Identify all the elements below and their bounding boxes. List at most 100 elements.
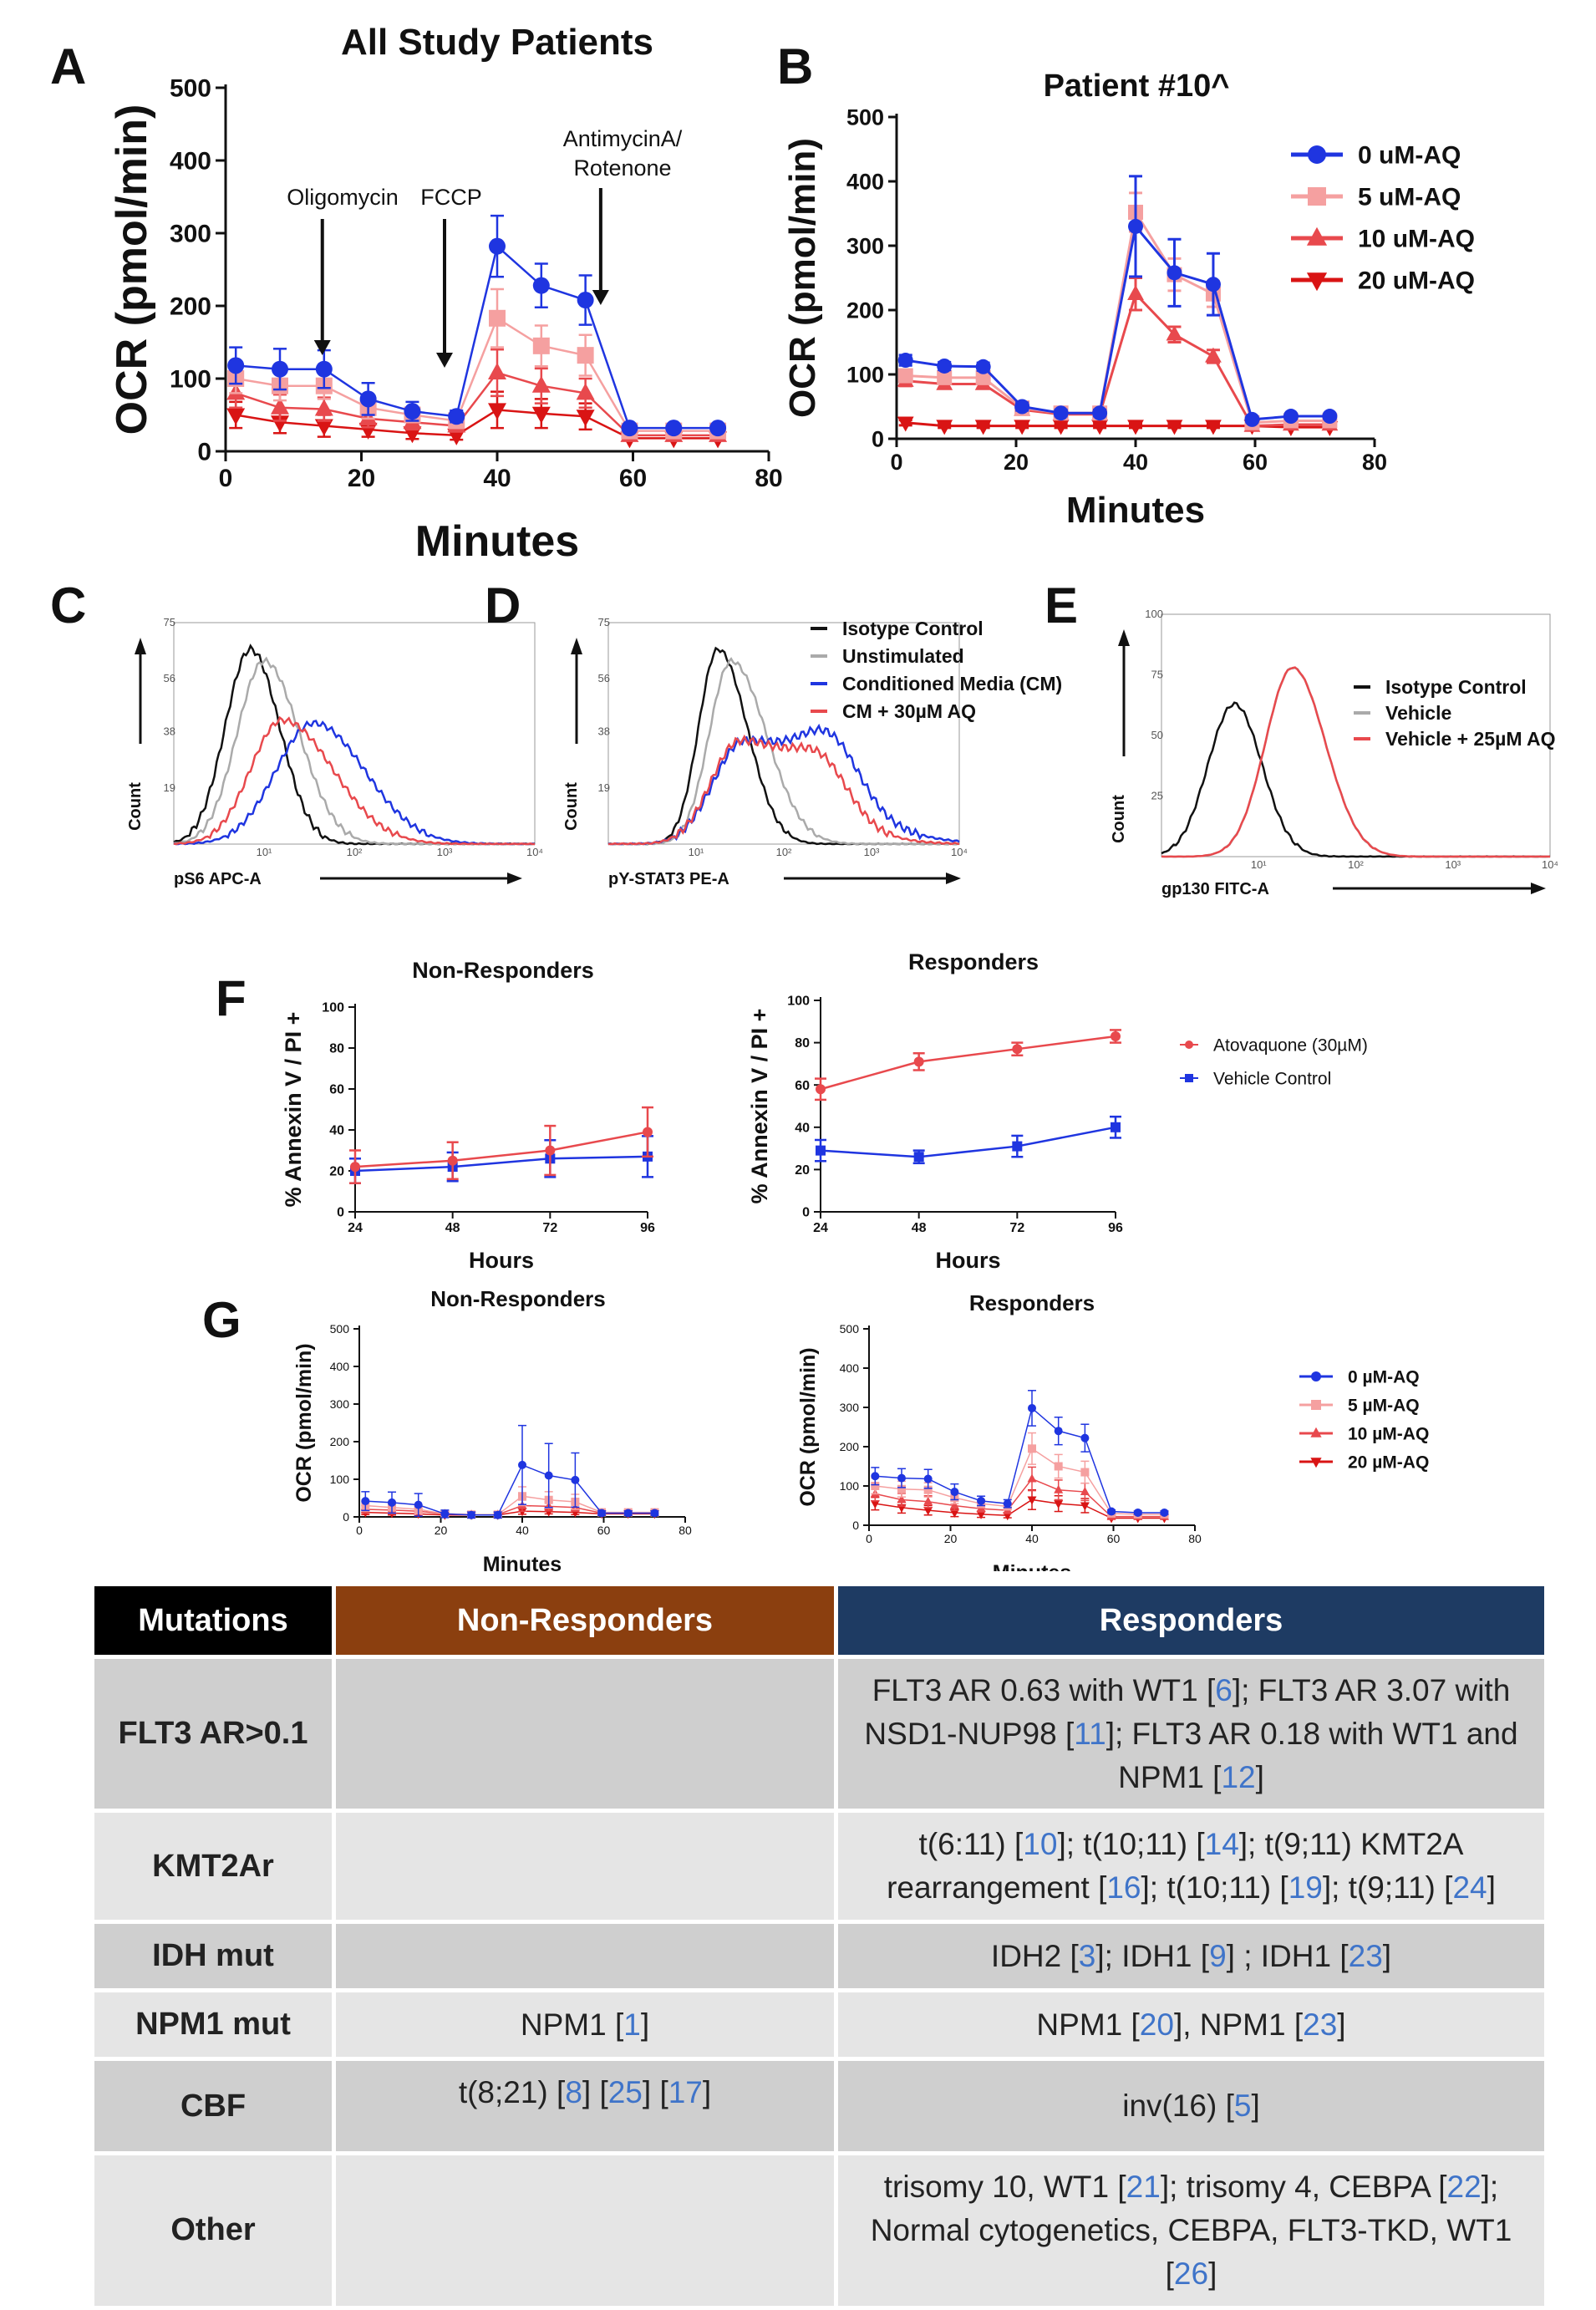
table-body: FLT3 AR>0.1 FLT3 AR 0.63 with WT1 [6]; FL…	[94, 1659, 1544, 2306]
y-tick-label: 200	[846, 298, 884, 323]
legend-marker	[1310, 1458, 1322, 1468]
annotation-label: FCCP	[420, 185, 482, 210]
histogram-vehicleaq	[1161, 666, 1551, 858]
data-point	[414, 1500, 423, 1509]
data-point	[897, 353, 913, 369]
table-header-row: Mutations Non-Responders Responders	[94, 1586, 1544, 1655]
data-point	[1054, 1500, 1064, 1509]
data-point	[1054, 1462, 1063, 1471]
non-responders-cell: NPM1 [1]	[336, 1992, 834, 2058]
y-tick-label: 0	[197, 439, 211, 466]
panel-letter-b: B	[777, 38, 813, 94]
row-label: IDH mut	[94, 1923, 332, 1989]
legend-label: Isotype Control	[1385, 676, 1527, 698]
data-point	[870, 1500, 880, 1509]
x-axis-label: Minutes	[483, 1553, 562, 1571]
data-point	[576, 410, 595, 427]
x-tick-label: 20	[435, 1524, 448, 1537]
y-tick-label: 38	[164, 725, 175, 738]
data-point	[314, 399, 333, 416]
legend-label: 0 uM-AQ	[1358, 142, 1461, 170]
reference-link[interactable]: 11	[1074, 1716, 1106, 1751]
responders-cell: NPM1 [20], NPM1 [23]	[838, 1992, 1544, 2058]
non-responders-cell	[336, 2155, 834, 2306]
data-point	[1080, 1487, 1090, 1496]
data-point	[545, 1145, 556, 1156]
reference-link[interactable]: 12	[1221, 1759, 1256, 1794]
x-tick-label: 0	[219, 465, 233, 492]
x-tick-label: 48	[445, 1221, 460, 1235]
x-tick-label: 0	[356, 1524, 363, 1537]
reference-link[interactable]: 20	[1139, 2007, 1174, 2042]
data-point	[488, 363, 506, 380]
series-line	[354, 1155, 648, 1173]
reference-link[interactable]: 6	[1215, 1673, 1233, 1707]
x-tick-label: 10³	[1445, 858, 1461, 871]
reference-link[interactable]: 17	[668, 2075, 703, 2110]
data-point	[923, 1485, 933, 1494]
y-tick-label: 500	[840, 1322, 860, 1336]
chart-f1: 0 20 40 60 80 100 24 48 72 96 Non-Responders Hours%…	[281, 958, 655, 1273]
chart-title: All Study Patients	[341, 22, 653, 63]
x-tick-label: 96	[640, 1221, 655, 1235]
y-tick-label: 400	[170, 148, 211, 176]
legend-label: 0 µM-AQ	[1348, 1367, 1420, 1387]
data-point	[517, 1508, 527, 1517]
data-point	[359, 390, 377, 408]
y-tick-label: 56	[164, 672, 175, 684]
data-point	[913, 1056, 924, 1067]
reference-link[interactable]: 9	[1209, 1938, 1227, 1973]
x-tick-label: 10²	[776, 846, 792, 858]
reference-link[interactable]: 5	[1233, 2089, 1252, 2124]
data-point	[1166, 420, 1183, 435]
y-tick-label: 20	[795, 1163, 810, 1178]
reference-link[interactable]: 16	[1106, 1870, 1141, 1905]
reference-link[interactable]: 21	[1126, 2170, 1161, 2205]
data-point	[518, 1460, 526, 1469]
y-tick-label: 200	[840, 1440, 860, 1453]
legend-label: 5 µM-AQ	[1348, 1396, 1420, 1415]
reference-link[interactable]: 3	[1078, 1938, 1096, 1973]
reference-link[interactable]: 24	[1452, 1870, 1487, 1905]
reference-link[interactable]: 22	[1446, 2170, 1482, 2205]
series-line	[875, 1448, 1165, 1515]
reference-link[interactable]: 14	[1204, 1827, 1239, 1862]
reference-link[interactable]: 25	[607, 2075, 643, 2110]
oligomycin-arrow-head	[313, 340, 331, 355]
mutations-table: Mutations Non-Responders Responders FLT3…	[90, 1582, 1548, 2310]
data-point	[709, 420, 727, 437]
header-responders: Responders	[838, 1586, 1544, 1655]
reference-link[interactable]: 19	[1288, 1870, 1323, 1905]
data-point	[937, 369, 953, 385]
responders-cell: IDH2 [3]; IDH1 [9] ; IDH1 [23]	[838, 1923, 1544, 1989]
y-tick-label: 40	[329, 1124, 344, 1138]
row-label: NPM1 mut	[94, 1992, 332, 2058]
data-point	[1205, 347, 1222, 363]
chart-g2: 0 100 200 300 400 500 0 20 40 60 80 Responders Minut…	[796, 1290, 1202, 1571]
y-axis-label: Count	[1110, 795, 1128, 843]
series-line	[235, 371, 719, 437]
y-tick-label: 500	[330, 1322, 350, 1336]
data-point	[1167, 265, 1182, 281]
legend-marker	[1310, 1427, 1322, 1437]
data-point	[488, 403, 506, 420]
data-point	[493, 1510, 502, 1519]
x-axis-arrowhead	[1531, 883, 1546, 894]
reference-link[interactable]: 1	[623, 2007, 641, 2042]
y-tick-label: 400	[846, 169, 884, 194]
table-row: FLT3 AR>0.1 FLT3 AR 0.63 with WT1 [6]; FL…	[94, 1659, 1544, 1809]
responders-cell: t(6:11) [10]; t(10;11) [14]; t(9;11) KMT…	[838, 1813, 1544, 1920]
reference-link[interactable]: 10	[1023, 1827, 1058, 1862]
reference-link[interactable]: 26	[1173, 2256, 1209, 2291]
data-point	[361, 1497, 370, 1506]
reference-link[interactable]: 23	[1303, 2007, 1338, 2042]
table-row: NPM1 mut NPM1 [1] NPM1 [20], NPM1 [23]	[94, 1992, 1544, 2058]
reference-link[interactable]: 8	[565, 2075, 582, 2110]
panel-letter-e: E	[1045, 578, 1078, 633]
data-point	[936, 420, 953, 435]
series-line	[875, 1407, 1165, 1514]
y-tick-label: 56	[598, 672, 610, 684]
data-point	[976, 1510, 986, 1519]
reference-link[interactable]: 23	[1348, 1938, 1383, 1973]
responders-cell: inv(16) [5]	[838, 2061, 1544, 2152]
